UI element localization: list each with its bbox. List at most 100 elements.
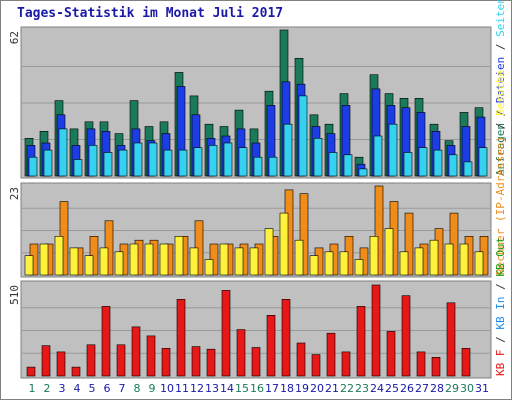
- day-label-12: 12: [190, 382, 204, 395]
- bar-kb-f-day-4: [71, 366, 81, 377]
- bar-besuche-day-21: [324, 251, 334, 276]
- legend-middle-part-1: Rechner (IP-Adressen): [494, 136, 507, 275]
- day-label-28: 28: [430, 382, 444, 395]
- legend-bottom: KB F / KB In / KB Out: [494, 237, 507, 376]
- bar-besuche-day-2: [39, 243, 49, 276]
- bar-kb-f-day-14: [221, 290, 231, 377]
- bar-kb-f-day-16: [251, 347, 261, 377]
- legend-bottom-part-4: /: [494, 283, 507, 296]
- legend-bottom-part-3: KB In: [494, 297, 507, 337]
- bar-besuche-day-22: [339, 251, 349, 276]
- bar-seiten-day-26: [403, 152, 413, 177]
- day-label-2: 2: [44, 382, 51, 395]
- bar-kb-f-day-19: [296, 342, 306, 377]
- bar-seiten-day-1: [28, 156, 38, 177]
- bar-kb-f-day-7: [116, 344, 126, 377]
- bar-kb-f-day-28: [431, 356, 441, 377]
- bar-besuche-day-15: [234, 247, 244, 276]
- bar-kb-f-day-6: [101, 306, 111, 377]
- bar-seiten-day-31: [478, 147, 488, 177]
- bar-seiten-day-13: [208, 145, 218, 177]
- bar-kb-f-day-1: [26, 366, 36, 377]
- bar-kb-f-day-5: [86, 344, 96, 377]
- bar-besuche-day-14: [219, 243, 229, 276]
- bar-seiten-day-22: [343, 154, 353, 177]
- bar-kb-f-day-29: [446, 302, 456, 377]
- bar-kb-f-day-8: [131, 326, 141, 377]
- bar-kb-f-day-13: [206, 348, 216, 377]
- bar-besuche-day-25: [384, 228, 394, 276]
- day-label-10: 10: [160, 382, 174, 395]
- bar-besuche-day-5: [84, 255, 94, 276]
- day-label-30: 30: [460, 382, 474, 395]
- day-label-17: 17: [265, 382, 279, 395]
- bar-kb-f-day-15: [236, 329, 246, 377]
- bar-besuche-day-31: [474, 251, 484, 276]
- bar-rechner-ip-adressen--day-26: [404, 212, 414, 276]
- bar-seiten-day-12: [193, 147, 203, 177]
- day-label-16: 16: [250, 382, 264, 395]
- ymax-label-panel-1: 62: [8, 31, 21, 44]
- bar-besuche-day-9: [144, 243, 154, 276]
- bar-seiten-day-25: [388, 123, 398, 177]
- bar-seiten-day-10: [163, 149, 173, 177]
- bar-besuche-day-13: [204, 259, 214, 276]
- bar-seiten-day-7: [118, 149, 128, 177]
- bar-seiten-day-28: [433, 149, 443, 177]
- legend-top-part-4: /: [494, 44, 507, 57]
- legend-top-part-2: /: [494, 110, 507, 123]
- legend-top-part-5: Seiten: [494, 0, 507, 44]
- bar-besuche-day-6: [99, 247, 109, 276]
- bar-seiten-day-21: [328, 152, 338, 177]
- bar-besuche-day-1: [24, 255, 34, 276]
- ymax-label-panel-3: 510: [8, 285, 21, 305]
- bar-seiten-day-9: [148, 142, 158, 177]
- bar-besuche-day-4: [69, 247, 79, 276]
- bar-kb-f-day-30: [461, 347, 471, 377]
- legend-middle-part-2: /: [494, 123, 507, 136]
- bar-seiten-day-6: [103, 152, 113, 177]
- day-label-19: 19: [295, 382, 309, 395]
- bar-seiten-day-30: [463, 161, 473, 177]
- legend-top: Anfragen / Dateien / Seiten: [494, 0, 507, 176]
- day-label-15: 15: [235, 382, 249, 395]
- bar-besuche-day-23: [354, 259, 364, 276]
- bar-seiten-day-15: [238, 147, 248, 177]
- legend-top-part-1: Anfragen: [494, 123, 507, 176]
- day-label-4: 4: [74, 382, 81, 395]
- legend-top-part-3: Dateien: [494, 57, 507, 110]
- bar-besuche-day-27: [414, 247, 424, 276]
- bar-besuche-day-17: [264, 228, 274, 276]
- day-label-18: 18: [280, 382, 294, 395]
- bar-kb-f-day-17: [266, 314, 276, 377]
- bar-kb-f-day-2: [41, 345, 51, 377]
- bar-seiten-day-4: [73, 159, 83, 177]
- day-label-23: 23: [355, 382, 369, 395]
- bar-kb-f-day-21: [326, 332, 336, 377]
- day-label-6: 6: [104, 382, 111, 395]
- bar-seiten-day-17: [268, 156, 278, 177]
- bar-besuche-day-26: [399, 251, 409, 276]
- bar-besuche-day-10: [159, 243, 169, 276]
- bar-kb-f-day-27: [416, 351, 426, 377]
- bar-besuche-day-18: [279, 212, 289, 276]
- bar-besuche-day-3: [54, 236, 64, 276]
- bar-besuche-day-28: [429, 239, 439, 276]
- day-label-26: 26: [400, 382, 414, 395]
- bar-kb-f-day-18: [281, 298, 291, 377]
- bar-seiten-day-18: [283, 123, 293, 177]
- bar-kb-f-day-11: [176, 298, 186, 377]
- bar-rechner-ip-adressen--day-24: [374, 185, 384, 276]
- day-label-27: 27: [415, 382, 429, 395]
- day-label-7: 7: [119, 382, 126, 395]
- day-label-3: 3: [59, 382, 66, 395]
- legend-bottom-part-5: KB Out: [494, 237, 507, 283]
- bar-seiten-day-27: [418, 147, 428, 177]
- day-label-24: 24: [370, 382, 384, 395]
- bar-seiten-day-16: [253, 156, 263, 177]
- day-label-21: 21: [325, 382, 339, 395]
- day-label-1: 1: [29, 382, 36, 395]
- bar-kb-f-day-26: [401, 295, 411, 377]
- legend-middle-part-3: Besuche: [494, 70, 507, 123]
